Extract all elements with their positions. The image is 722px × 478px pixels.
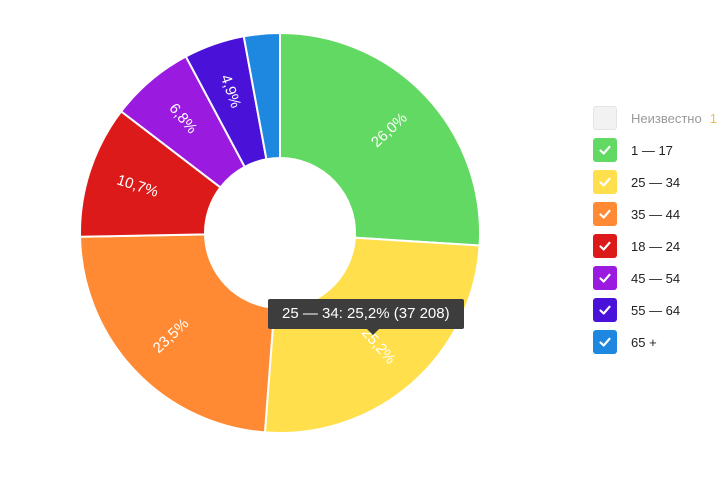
- check-icon: [599, 305, 611, 315]
- legend-item-label: 25 — 34: [631, 174, 681, 190]
- legend-item-unknown[interactable]: Неизвестно 1: [593, 106, 722, 130]
- check-icon: [599, 273, 611, 283]
- check-icon: [599, 241, 611, 251]
- donut-chart: 26,0%25,2%23,5%10,7%6,8%4,9%: [79, 31, 481, 434]
- legend-item-label: 18 — 24: [631, 238, 681, 254]
- legend-item-18-24[interactable]: 18 — 24: [593, 234, 722, 258]
- legend-checkbox[interactable]: [593, 234, 617, 258]
- legend-checkbox[interactable]: [593, 266, 617, 290]
- donut-slice[interactable]: [242, 31, 281, 161]
- legend-item-55-64[interactable]: 55 — 64: [593, 298, 722, 322]
- legend-checkbox[interactable]: [593, 202, 617, 226]
- legend-checkbox[interactable]: [593, 330, 617, 354]
- check-icon: [599, 337, 611, 347]
- legend-item-label: Неизвестно: [631, 110, 702, 126]
- legend-item-label: 65 +: [631, 334, 657, 350]
- legend-checkbox[interactable]: [593, 138, 617, 162]
- legend-item-label: 35 — 44: [631, 206, 681, 222]
- check-icon: [599, 177, 611, 187]
- legend-item-label: 1 — 17: [631, 142, 673, 158]
- legend-checkbox[interactable]: [593, 106, 617, 130]
- tooltip-text: 25 — 34: 25,2% (37 208): [282, 305, 450, 322]
- donut-slice[interactable]: [279, 31, 481, 247]
- legend-item-1-17[interactable]: 1 — 17: [593, 138, 722, 162]
- legend: Неизвестно 1 1 — 17 25 — 34 35 — 44 18 —…: [593, 106, 722, 362]
- check-icon: [599, 209, 611, 219]
- check-icon: [599, 145, 611, 155]
- legend-checkbox[interactable]: [593, 298, 617, 322]
- legend-item-45-54[interactable]: 45 — 54: [593, 266, 722, 290]
- donut-slice[interactable]: [79, 233, 276, 434]
- donut-slice[interactable]: [79, 110, 222, 238]
- legend-item-65-plus[interactable]: 65 +: [593, 330, 722, 354]
- legend-item-25-34[interactable]: 25 — 34: [593, 170, 722, 194]
- legend-item-35-44[interactable]: 35 — 44: [593, 202, 722, 226]
- tooltip-arrow: [367, 329, 379, 335]
- legend-item-label: 55 — 64: [631, 302, 681, 318]
- chart-tooltip: 25 — 34: 25,2% (37 208): [268, 299, 464, 335]
- legend-item-label: 45 — 54: [631, 270, 681, 286]
- legend-item-count: 1: [709, 110, 717, 126]
- legend-checkbox[interactable]: [593, 170, 617, 194]
